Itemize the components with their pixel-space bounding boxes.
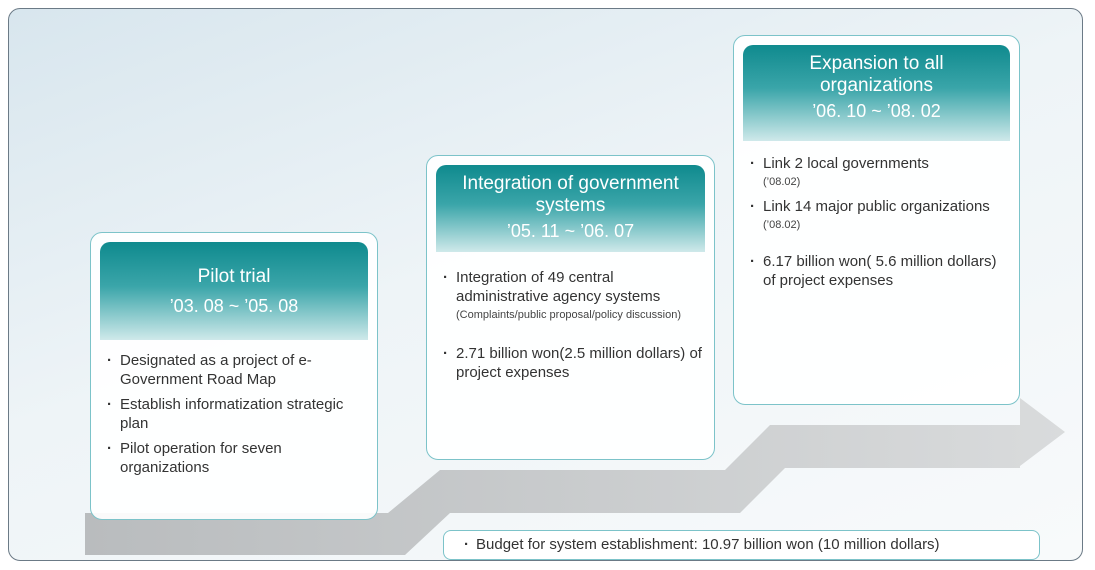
bullet-text: Link 14 major public organizations [763,198,990,215]
stage-header: Expansion to all organizations ’06. 10 ~… [743,45,1010,141]
stage-header: Pilot trial ’03. 08 ~ ’05. 08 [100,242,368,340]
stage-header: Integration of government systems ’05. 1… [436,165,705,252]
bullet-list: Designated as a project of e-Government … [107,351,367,483]
stage-date: ’03. 08 ~ ’05. 08 [169,296,299,316]
budget-box: Budget for system establishment: 10.97 b… [443,530,1040,560]
bullet-text: Integration of 49 central administrative… [456,269,661,305]
stage-title: Integration of government systems [462,173,679,216]
bullet: Link 14 major public organizations (’08.0… [750,197,1009,234]
stage-date: ’05. 11 ~ ’06. 07 [506,221,635,241]
bullet: Designated as a project of e-Government … [107,351,367,389]
bullet-list: Link 2 local governments (’08.02) Link 14… [750,154,1009,296]
stage-date: ’06. 10 ~ ’08. 02 [812,101,941,121]
bullet: Establish informatization strategic plan [107,395,367,433]
bullet-list: Integration of 49 central administrative… [443,268,704,388]
bullet-note: (’08.02) [763,176,801,188]
bullet: 6.17 billion won( 5.6 million dollars) o… [750,252,1009,290]
stage: Pilot trial ’03. 08 ~ ’05. 08 Designated… [90,232,378,520]
bullet: Pilot operation for seven organizations [107,439,367,477]
stage-title: Expansion to all organizations [809,53,944,96]
bullet-note: (’08.02) [763,219,801,231]
stage: Integration of government systems ’05. 1… [426,155,715,460]
bullet: Link 2 local governments (’08.02) [750,154,1009,191]
bullet-note: (Complaints/public proposal/policy discu… [456,309,681,321]
stage: Expansion to all organizations ’06. 10 ~… [733,35,1020,405]
bullet: 2.71 billion won(2.5 million dollars) of… [443,344,704,382]
bullet: Integration of 49 central administrative… [443,268,704,324]
stage-title: Pilot trial [197,266,271,287]
bullet-text: Link 2 local governments [763,155,929,172]
